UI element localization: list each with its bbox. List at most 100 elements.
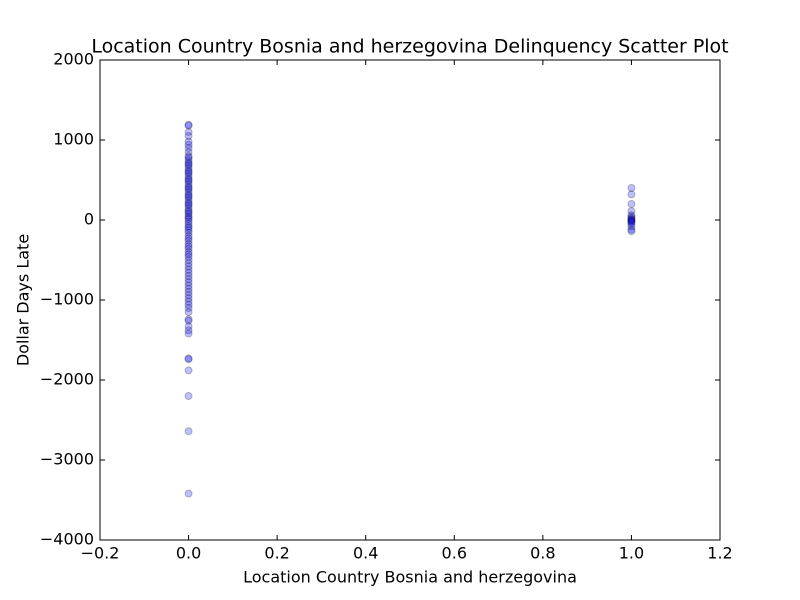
point <box>184 366 193 375</box>
point <box>627 216 636 224</box>
point <box>627 184 636 192</box>
point <box>184 427 193 436</box>
point <box>184 281 193 290</box>
point <box>184 355 193 364</box>
point <box>184 182 193 191</box>
point <box>184 196 193 204</box>
point <box>184 489 193 498</box>
point <box>184 213 193 222</box>
point <box>184 121 193 130</box>
x-tick-label: 1.2 <box>707 544 732 563</box>
point <box>184 174 193 183</box>
point <box>184 148 193 156</box>
point <box>184 256 193 264</box>
point <box>184 268 193 277</box>
point <box>184 234 193 243</box>
point <box>184 168 193 176</box>
point <box>184 275 193 284</box>
point <box>184 156 193 164</box>
point <box>184 132 193 140</box>
point <box>184 128 193 136</box>
point <box>627 211 636 220</box>
point <box>184 153 193 162</box>
point <box>184 193 193 202</box>
point <box>184 160 193 168</box>
x-tick-label: 0.2 <box>264 544 289 563</box>
point <box>184 177 193 186</box>
x-tick-label: 0.8 <box>530 544 555 563</box>
point <box>184 164 193 172</box>
y-tick-label: 0 <box>84 210 94 229</box>
point <box>184 190 193 199</box>
point <box>184 208 193 216</box>
point <box>184 244 193 253</box>
point <box>184 185 193 194</box>
point <box>184 161 193 170</box>
point <box>184 252 193 261</box>
point <box>184 278 193 287</box>
point <box>184 228 193 237</box>
point <box>627 212 636 221</box>
point <box>184 322 193 331</box>
point <box>184 297 193 306</box>
point <box>184 224 193 232</box>
point <box>184 204 193 212</box>
point <box>184 354 193 363</box>
points <box>184 120 636 498</box>
point <box>184 152 193 160</box>
point <box>184 300 193 309</box>
point <box>184 220 193 228</box>
point <box>184 137 193 146</box>
point <box>184 315 193 324</box>
x-tick-label: 0.6 <box>442 544 467 563</box>
point <box>184 176 193 184</box>
x-tick-label: 0.0 <box>176 544 201 563</box>
x-axis-label: Location Country Bosnia and herzegovina <box>243 568 577 587</box>
point <box>184 184 193 192</box>
point <box>184 188 193 196</box>
point <box>184 209 193 218</box>
x-tick-label: −0.2 <box>81 544 120 563</box>
point <box>627 200 636 208</box>
point <box>184 180 193 188</box>
point <box>627 190 636 199</box>
point <box>184 201 193 210</box>
point <box>184 284 193 293</box>
y-tick-label: −4000 <box>40 530 94 549</box>
point <box>184 288 193 296</box>
y-tick-label: 2000 <box>53 50 94 69</box>
point <box>184 294 193 303</box>
point <box>184 265 193 274</box>
point <box>184 236 193 245</box>
point <box>184 240 193 248</box>
point <box>184 144 193 152</box>
point <box>627 217 636 226</box>
point <box>184 262 193 271</box>
point <box>627 225 636 234</box>
point <box>627 222 636 231</box>
y-tick-label: −2000 <box>40 370 94 389</box>
y-tick-label: −3000 <box>40 450 94 469</box>
y-axis-label: Dollar Days Late <box>14 234 33 366</box>
point <box>184 308 193 316</box>
point <box>627 218 636 227</box>
y-tick-label: 1000 <box>53 130 94 149</box>
point <box>184 217 193 226</box>
point <box>184 120 193 129</box>
point <box>184 226 193 235</box>
y-tick-label: −1000 <box>40 290 94 309</box>
point <box>627 227 636 236</box>
point <box>184 158 193 167</box>
point <box>184 200 193 208</box>
point <box>184 316 193 325</box>
point <box>184 192 193 200</box>
point <box>184 212 193 220</box>
point <box>627 215 636 224</box>
point <box>184 198 193 207</box>
point <box>184 250 193 259</box>
point <box>184 392 193 400</box>
point <box>184 206 193 215</box>
point <box>184 329 193 338</box>
point <box>184 242 193 251</box>
